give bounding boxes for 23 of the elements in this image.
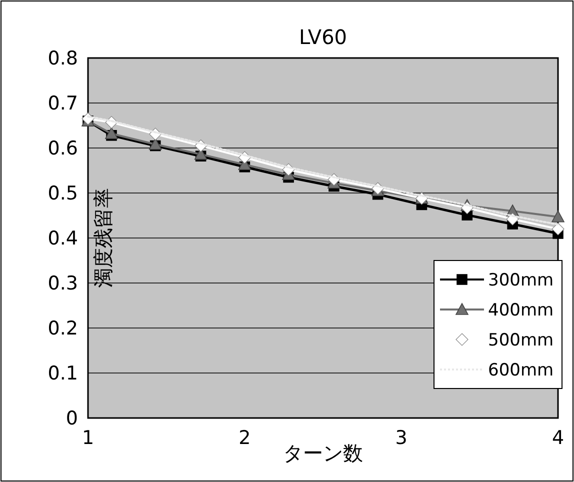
point — [552, 222, 564, 236]
y-tick-label: 0.2 — [48, 318, 78, 340]
legend-label: 500mm — [488, 330, 554, 350]
y-tick-label: 0.3 — [48, 272, 78, 295]
x-tick-label: 2 — [238, 427, 251, 449]
y-tick-label: 0.4 — [48, 228, 78, 250]
legend-label: 600mm — [488, 360, 554, 380]
y-tick-label: 0.7 — [48, 92, 78, 115]
chart-title: LV60 — [298, 25, 348, 49]
x-tick-label: 4 — [552, 427, 564, 449]
y-tick-label: 0.1 — [48, 362, 78, 385]
x-tick-label: 1 — [82, 427, 94, 449]
x-axis-title: ターン数 — [283, 441, 363, 465]
y-tick-label: 0 — [66, 408, 78, 430]
y-tick-label: 0.8 — [48, 48, 78, 70]
y-axis-title: 濁度残留率 — [91, 188, 115, 288]
point — [552, 210, 564, 222]
y-tick-label: 0.6 — [48, 138, 78, 160]
y-tick-label: 0.5 — [48, 182, 78, 205]
point — [105, 127, 118, 139]
legend-label: 400mm — [488, 300, 554, 320]
x-tick-label: 3 — [395, 427, 408, 449]
legend-label: 300mm — [488, 270, 554, 290]
